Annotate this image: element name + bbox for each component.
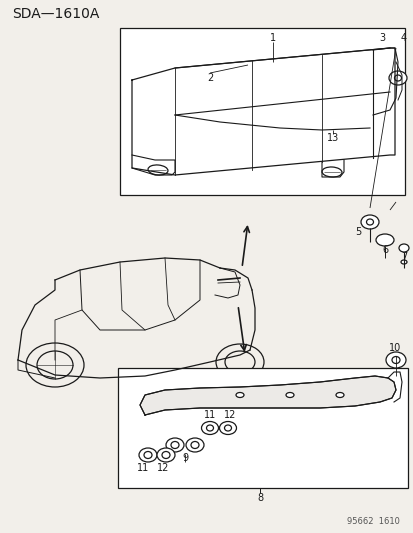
Text: 95662  1610: 95662 1610	[346, 518, 399, 527]
Ellipse shape	[375, 234, 393, 246]
Text: 2: 2	[206, 73, 213, 83]
Ellipse shape	[321, 167, 341, 177]
Text: 6: 6	[381, 245, 387, 255]
Ellipse shape	[219, 422, 236, 434]
Ellipse shape	[398, 244, 408, 252]
Text: 11: 11	[203, 410, 216, 420]
Ellipse shape	[235, 392, 243, 398]
Text: 13: 13	[326, 133, 338, 143]
Ellipse shape	[391, 357, 399, 364]
Ellipse shape	[157, 448, 175, 462]
Ellipse shape	[161, 451, 170, 458]
Ellipse shape	[166, 438, 183, 452]
Ellipse shape	[185, 438, 204, 452]
Ellipse shape	[201, 422, 218, 434]
Bar	[118, 368, 407, 488]
Polygon shape	[140, 376, 395, 415]
Ellipse shape	[216, 344, 263, 380]
Ellipse shape	[385, 352, 405, 368]
Ellipse shape	[388, 71, 406, 85]
Ellipse shape	[224, 425, 231, 431]
Text: 4: 4	[400, 33, 406, 43]
Text: 9: 9	[181, 453, 188, 463]
Text: 7: 7	[400, 252, 406, 262]
Bar	[120, 28, 404, 195]
Ellipse shape	[224, 351, 254, 373]
Text: 1: 1	[269, 33, 275, 43]
Ellipse shape	[366, 219, 373, 225]
Ellipse shape	[394, 75, 401, 81]
Text: 5: 5	[354, 227, 360, 237]
Ellipse shape	[360, 215, 378, 229]
Ellipse shape	[285, 392, 293, 398]
Text: 11: 11	[137, 463, 149, 473]
Ellipse shape	[144, 451, 152, 458]
Ellipse shape	[171, 441, 178, 448]
Ellipse shape	[206, 425, 213, 431]
Ellipse shape	[37, 351, 73, 379]
Ellipse shape	[400, 260, 406, 264]
Text: 3: 3	[378, 33, 384, 43]
Text: 8: 8	[256, 493, 262, 503]
Ellipse shape	[139, 448, 157, 462]
Text: 12: 12	[223, 410, 236, 420]
Ellipse shape	[335, 392, 343, 398]
Ellipse shape	[148, 165, 168, 175]
Text: 12: 12	[157, 463, 169, 473]
Text: SDA—1610A: SDA—1610A	[12, 7, 99, 21]
Ellipse shape	[26, 343, 84, 387]
Text: 10: 10	[388, 343, 400, 353]
Ellipse shape	[190, 441, 199, 448]
